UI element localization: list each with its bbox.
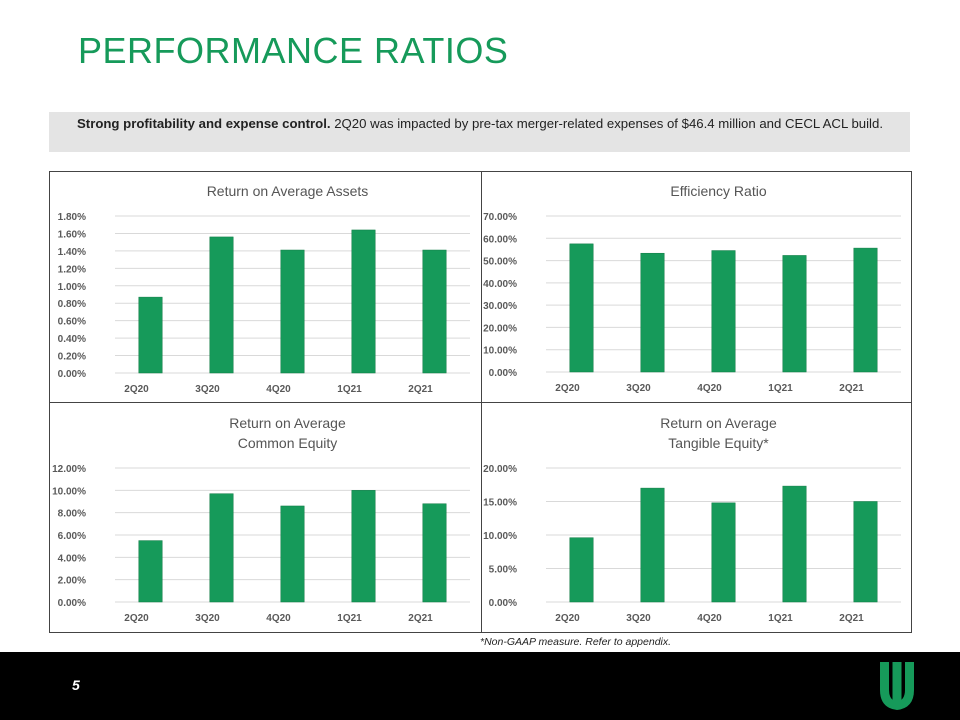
y-tick-label: 0.00% — [58, 369, 86, 380]
chart-title: Return on Average — [229, 415, 346, 431]
x-tick-label: 2Q20 — [124, 613, 149, 624]
x-tick-label: 3Q20 — [626, 613, 651, 624]
y-tick-label: 30.00% — [483, 301, 517, 312]
bar-2q21 — [422, 249, 447, 374]
x-tick-label: 4Q20 — [697, 613, 722, 624]
y-tick-label: 40.00% — [483, 279, 517, 290]
y-tick-label: 0.60% — [58, 317, 86, 328]
page-number: 5 — [72, 677, 80, 693]
x-tick-label: 1Q21 — [768, 383, 793, 394]
chart-title: Tangible Equity* — [668, 435, 769, 451]
bar-2q20 — [569, 537, 594, 603]
y-tick-label: 0.40% — [58, 334, 86, 345]
y-tick-label: 10.00% — [483, 346, 517, 357]
y-tick-label: 0.80% — [58, 299, 86, 310]
x-tick-label: 3Q20 — [195, 384, 220, 395]
x-tick-label: 1Q21 — [337, 613, 362, 624]
x-tick-label: 4Q20 — [697, 383, 722, 394]
y-tick-label: 1.40% — [58, 247, 86, 258]
bar-3q20 — [640, 252, 665, 373]
bar-2q20 — [138, 296, 163, 374]
y-tick-label: 0.00% — [58, 598, 86, 609]
y-tick-label: 1.20% — [58, 264, 86, 275]
y-tick-label: 1.00% — [58, 282, 86, 293]
page-title: PERFORMANCE RATIOS — [78, 30, 509, 71]
bar-2q20 — [569, 243, 594, 373]
summary-text: 2Q20 was impacted by pre-tax merger-rela… — [330, 116, 883, 131]
x-tick-label: 1Q21 — [768, 613, 793, 624]
bar-1q21 — [351, 490, 376, 603]
chart-title: Efficiency Ratio — [670, 183, 766, 199]
y-tick-label: 1.80% — [58, 212, 86, 223]
bar-3q20 — [640, 487, 665, 603]
y-tick-label: 60.00% — [483, 234, 517, 245]
footer-bar: 5 — [0, 652, 960, 720]
chart-efficiency-ratio: Efficiency Ratio 0.00% 10.00% 20.00% 30.00% 4… — [481, 172, 911, 401]
brand-logo-icon — [880, 662, 914, 715]
bar-4q20 — [280, 249, 305, 374]
x-tick-label: 4Q20 — [266, 384, 291, 395]
y-tick-label: 10.00% — [483, 531, 517, 542]
chart-title: Return on Average — [660, 415, 777, 431]
bar-4q20 — [280, 505, 305, 603]
summary-bold: Strong profitability and expense control… — [77, 116, 331, 131]
bar-4q20 — [711, 250, 736, 373]
y-tick-label: 4.00% — [58, 553, 86, 564]
chart-title: Common Equity — [238, 435, 338, 451]
y-tick-label: 8.00% — [58, 509, 86, 520]
bar-1q21 — [782, 485, 807, 603]
bar-1q21 — [351, 229, 376, 374]
y-tick-label: 20.00% — [483, 323, 517, 334]
bar-2q20 — [138, 540, 163, 603]
chart-svg: Return on Average Common Equity 0.00% 2.00%… — [52, 415, 470, 624]
y-tick-label: 2.00% — [58, 576, 86, 587]
y-tick-label: 20.00% — [483, 464, 517, 475]
chart-svg: Return on Average Tangible Equity* 0.00% 5.… — [483, 415, 901, 624]
bar-1q21 — [782, 255, 807, 373]
chart-roace: Return on Average Common Equity 0.00% 2.00%… — [50, 402, 480, 632]
y-tick-label: 1.60% — [58, 229, 86, 240]
chart-svg: Return on Average Assets 0.00% 0.20% 0.40% 0… — [58, 183, 470, 395]
y-tick-label: 0.00% — [489, 368, 517, 379]
y-tick-label: 12.00% — [52, 464, 86, 475]
y-tick-label: 5.00% — [489, 565, 517, 576]
y-tick-label: 50.00% — [483, 257, 517, 268]
bar-4q20 — [711, 502, 736, 603]
y-tick-label: 0.00% — [489, 598, 517, 609]
grid-divider-horizontal — [50, 402, 911, 403]
x-tick-label: 2Q21 — [839, 613, 864, 624]
bar-2q21 — [853, 501, 878, 603]
bar-2q21 — [853, 247, 878, 373]
x-tick-label: 1Q21 — [337, 384, 362, 395]
x-tick-label: 2Q21 — [839, 383, 864, 394]
x-tick-label: 2Q21 — [408, 384, 433, 395]
x-tick-label: 2Q20 — [555, 613, 580, 624]
chart-grid — [49, 171, 912, 633]
bar-3q20 — [209, 236, 234, 374]
y-tick-label: 6.00% — [58, 531, 86, 542]
summary-banner: Strong profitability and expense control… — [49, 112, 910, 152]
y-tick-label: 70.00% — [483, 212, 517, 223]
x-tick-label: 4Q20 — [266, 613, 291, 624]
y-tick-label: 10.00% — [52, 486, 86, 497]
x-tick-label: 2Q21 — [408, 613, 433, 624]
bar-3q20 — [209, 493, 234, 603]
chart-roaa: Return on Average Assets 0.00% 0.20% 0.40% 0… — [50, 172, 480, 401]
footnote: *Non-GAAP measure. Refer to appendix. — [480, 636, 672, 648]
y-tick-label: 0.20% — [58, 352, 86, 363]
chart-svg: Efficiency Ratio 0.00% 10.00% 20.00% 30.00% 4… — [483, 183, 901, 394]
chart-rotce: Return on Average Tangible Equity* 0.00% 5.… — [481, 402, 911, 632]
bar-2q21 — [422, 503, 447, 603]
x-tick-label: 2Q20 — [555, 383, 580, 394]
y-tick-label: 15.00% — [483, 498, 517, 509]
x-tick-label: 3Q20 — [626, 383, 651, 394]
x-tick-label: 2Q20 — [124, 384, 149, 395]
x-tick-label: 3Q20 — [195, 613, 220, 624]
chart-title: Return on Average Assets — [207, 183, 369, 199]
